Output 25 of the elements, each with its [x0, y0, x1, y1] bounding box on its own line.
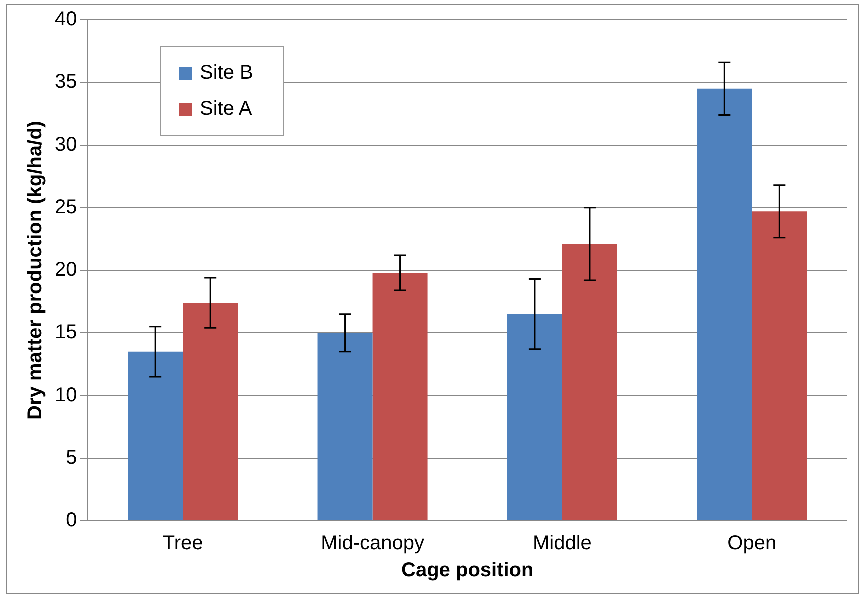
bar	[318, 333, 373, 520]
y-tick-label: 5	[66, 446, 78, 469]
bar	[752, 212, 808, 520]
y-tick-label: 0	[66, 510, 78, 532]
bar	[697, 88, 752, 520]
y-tick-label: 20	[54, 259, 78, 282]
y-tick-label: 15	[54, 322, 78, 344]
x-axis-title: Cage position	[402, 560, 534, 582]
y-tick-label: 35	[54, 71, 78, 94]
bar	[128, 352, 184, 520]
x-tick-label: Tree	[162, 532, 204, 555]
x-tick-label: Middle	[533, 532, 592, 555]
bar	[562, 244, 618, 520]
y-tick-label: 25	[54, 196, 78, 218]
bar	[372, 273, 428, 520]
y-axis-title: Dry matter production (kg/ha/d)	[24, 121, 47, 420]
bar	[507, 314, 562, 520]
y-tick-label: 40	[54, 8, 78, 31]
y-tick-label: 30	[54, 134, 78, 156]
legend-label: Site B	[200, 62, 254, 84]
x-tick-label: Open	[728, 532, 777, 555]
y-tick-label: 10	[54, 384, 78, 406]
bar	[183, 303, 238, 520]
legend-label: Site A	[200, 98, 252, 120]
x-tick-label: Mid-canopy	[321, 532, 424, 555]
